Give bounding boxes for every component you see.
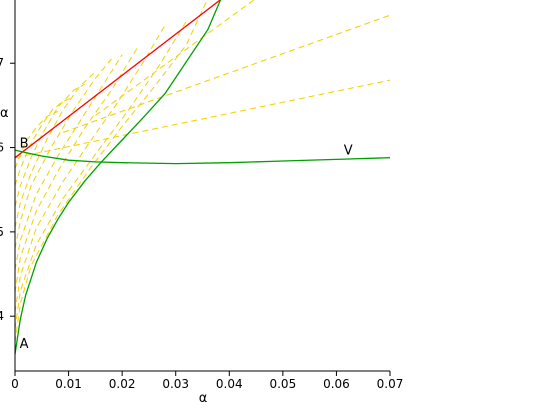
solid-curve-1	[14, 0, 222, 355]
solid-curve-0	[14, 0, 222, 159]
axes	[14, 0, 390, 372]
dashed-curve-6	[14, 0, 208, 343]
dashed-curve-5	[95, 0, 255, 116]
plot-curves	[14, 0, 391, 355]
dashed-curve-7	[14, 20, 187, 329]
solid-curve-2	[14, 149, 391, 165]
dashed-curve-15	[14, 110, 59, 169]
dashed-curve-13	[14, 83, 85, 207]
dashed-curve-8	[14, 25, 166, 313]
x-tick-label: 0.06	[323, 377, 350, 391]
x-tick-label: 0	[11, 377, 19, 391]
x-tick-label: 0.02	[109, 377, 136, 391]
annotation-b: B	[20, 137, 29, 152]
x-tick-label: 0.03	[162, 377, 189, 391]
annotation-v: V	[344, 143, 353, 158]
x-tick-label: 0.04	[216, 377, 243, 391]
y-tick-label: 5	[0, 225, 4, 239]
dashed-curve-11	[14, 58, 112, 249]
annotation-a: A	[20, 337, 29, 352]
dashed-curve-3	[14, 79, 391, 159]
y-axis-label: α	[0, 106, 9, 121]
dashed-curve-10	[14, 54, 123, 270]
y-tick-label: 7	[0, 56, 4, 70]
x-tick-label: 0.05	[269, 377, 296, 391]
x-axis-label: α	[199, 391, 208, 406]
ticks: 0 0.01 0.02 0.03 0.04 0.05 0.06 0.07 4 5 6 7	[0, 56, 403, 391]
dashed-curve-9	[14, 46, 139, 293]
y-tick-label: 4	[0, 309, 4, 323]
x-tick-label: 0.07	[377, 377, 404, 391]
dashed-curve-4	[63, 14, 391, 133]
dashed-curve-12	[14, 71, 96, 228]
x-tick-label: 0.01	[55, 377, 82, 391]
annotations: A B V	[20, 137, 353, 353]
y-tick-label: 6	[0, 141, 4, 155]
